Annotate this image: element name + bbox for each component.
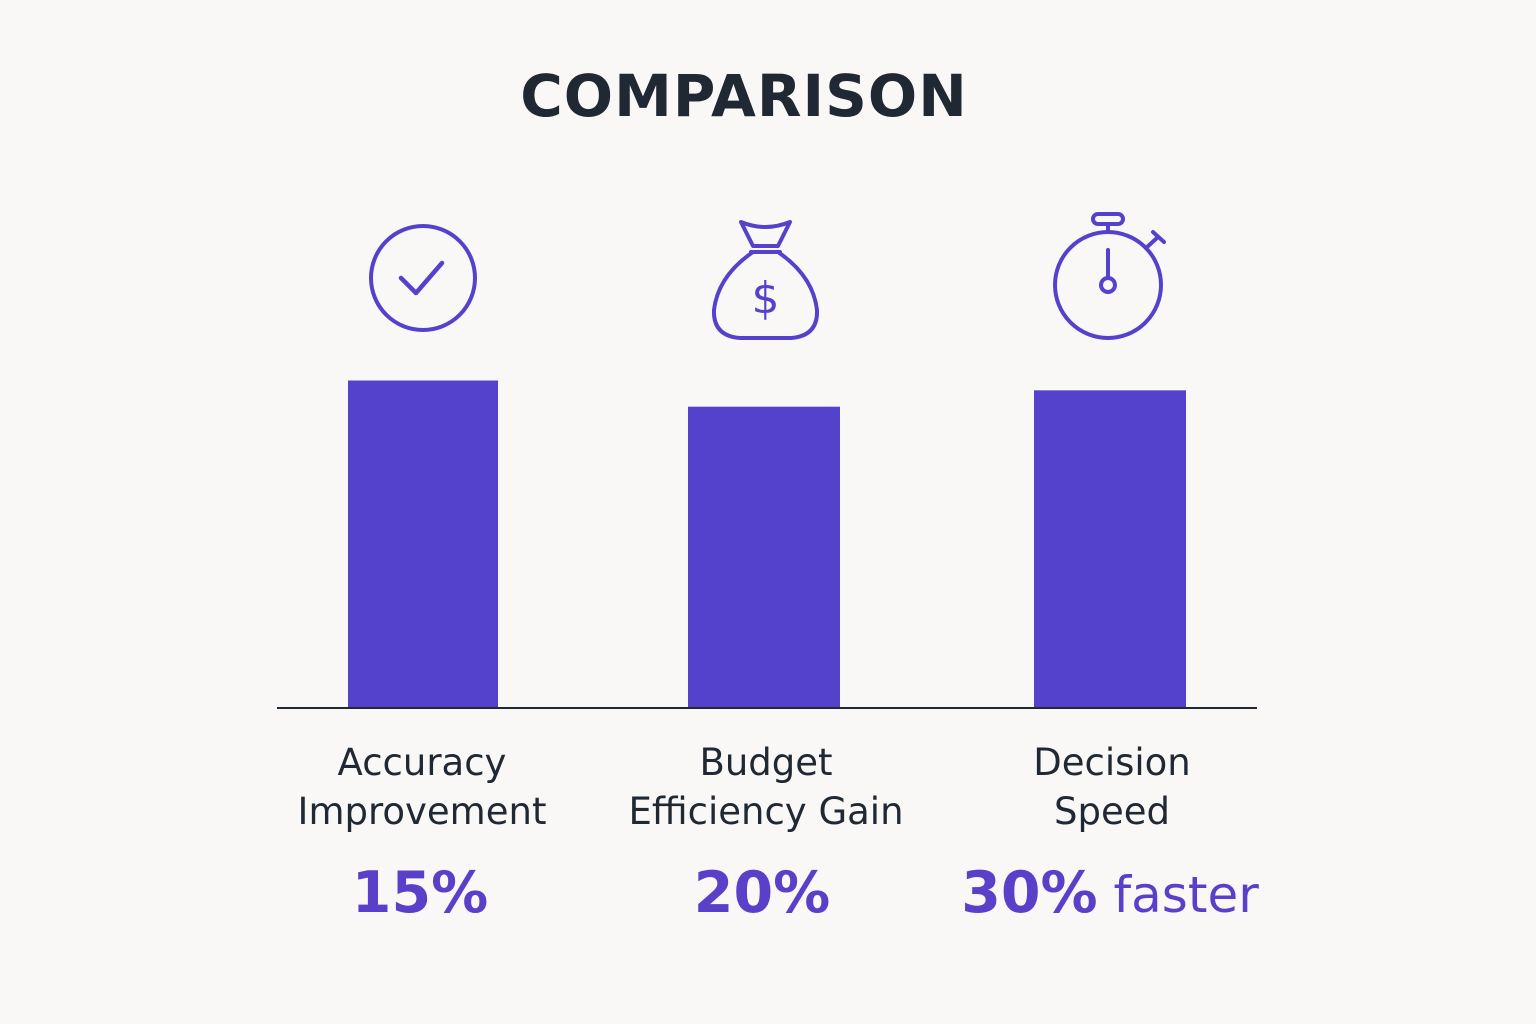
chart-title: COMPARISON	[520, 62, 968, 130]
value-label-accuracy: 15%	[250, 860, 590, 926]
bar-budget	[688, 406, 840, 708]
money-bag-icon: $	[711, 220, 820, 340]
svg-text:$: $	[752, 273, 780, 324]
value-label-budget: 20%	[592, 860, 932, 926]
value-number: 15%	[351, 860, 489, 926]
bar-decision	[1034, 390, 1186, 708]
category-label-budget: Budget Efficiency Gain	[628, 741, 904, 833]
value-number: 20%	[693, 860, 831, 926]
category-label-accuracy: Accuracy Improvement	[297, 741, 547, 833]
category-label-decision: Decision Speed	[1033, 741, 1191, 833]
value-number: 30%	[961, 860, 1098, 926]
stopwatch-icon	[1053, 212, 1166, 340]
bar-accuracy	[348, 380, 498, 708]
value-suffix: faster	[1097, 866, 1259, 924]
value-label-decision: 30% faster	[940, 860, 1280, 926]
check-circle-icon	[369, 224, 477, 332]
bars-group	[348, 380, 1186, 708]
